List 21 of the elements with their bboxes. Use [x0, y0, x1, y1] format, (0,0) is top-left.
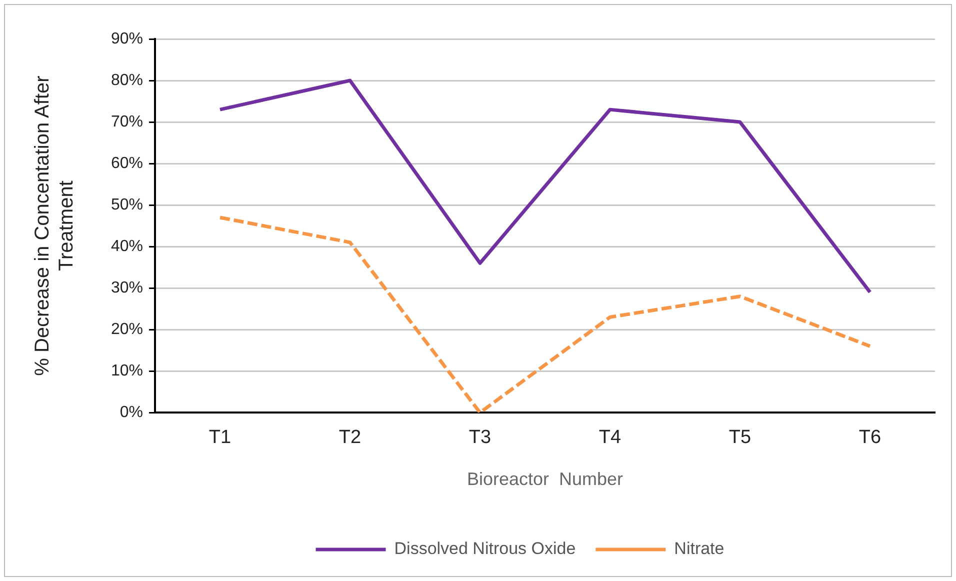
y-tick-label: 50%	[110, 196, 144, 214]
x-tick-label: T4	[598, 427, 622, 448]
y-tick-label: 20%	[110, 320, 144, 338]
y-tick-label: 10%	[110, 362, 144, 380]
y-tick-label: 80%	[110, 72, 144, 89]
y-tick-label: 0%	[120, 404, 144, 422]
y-tick-label: 90%	[110, 30, 144, 48]
y-tick-label: 60%	[110, 154, 144, 172]
legend-label: Nitrate	[674, 539, 724, 558]
x-tick-label: T6	[858, 427, 882, 448]
legend-label: Dissolved Nitrous Oxide	[394, 539, 576, 558]
y-tick-label: 40%	[110, 238, 144, 255]
y-axis-title: % Decrease in Concentation After Treatment	[32, 75, 78, 376]
x-tick-label: T2	[338, 427, 362, 448]
x-tick-label: T3	[468, 427, 492, 448]
x-tick-label: T5	[728, 427, 752, 448]
x-axis-title: Bioreactor Number	[466, 469, 624, 490]
line-series	[218, 216, 872, 413]
y-tick-label: 70%	[110, 113, 144, 130]
x-tick-label: T1	[208, 427, 232, 448]
y-tick-label: 30%	[110, 279, 144, 296]
